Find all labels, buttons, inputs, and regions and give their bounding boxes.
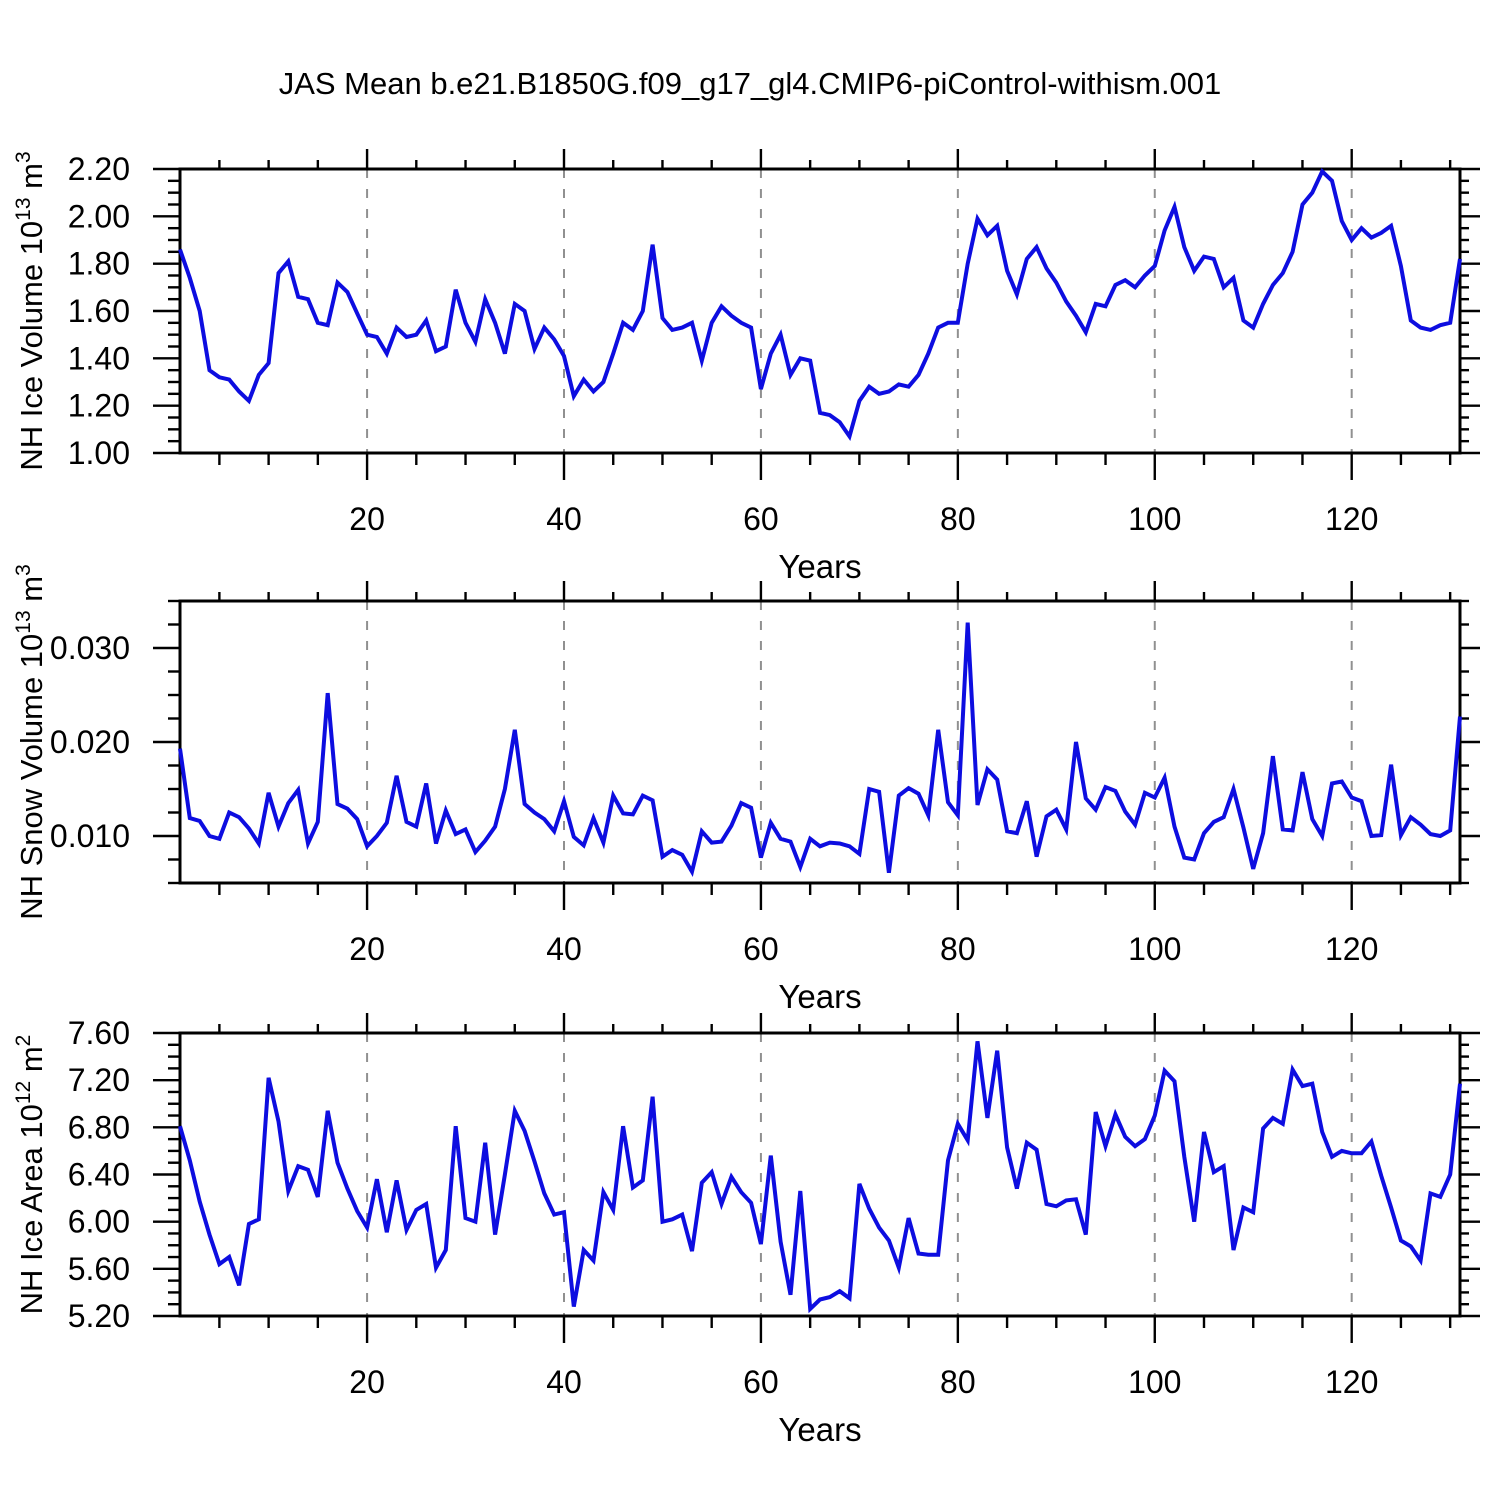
plot-frame [178,167,1462,455]
x-tick-label: 60 [743,501,779,537]
x-tick-labels: 20 40 60 80 100 120 [349,1364,1378,1400]
y-axis-title: NH Ice Volume 1013​ m3​ [12,151,49,470]
series-line-ice-volume [178,168,1462,442]
y-tick-label: 2.20 [68,151,130,187]
y-axis-title: NH Ice Area 1012​ m2​ [12,1035,49,1315]
x-tick-label: 80 [940,1364,976,1400]
x-tick-label: 100 [1128,501,1181,537]
x-tick-label: 20 [349,931,385,967]
x-tick-label: 60 [743,931,779,967]
x-tick-label: 100 [1128,931,1181,967]
panel-ice-volume: 20 40 60 80 100 120 Years 1.00 1.20 1.40 1.60 1.80 2… [12,149,1480,585]
x-tick-label: 60 [743,1364,779,1400]
x-tick-label: 40 [546,931,582,967]
x-tick-label: 120 [1325,501,1378,537]
y-tick-labels: 0.010 0.020 0.030 [50,630,130,854]
y-tick-label: 6.00 [68,1204,130,1240]
x-tick-label: 80 [940,501,976,537]
ticks-ice-area [153,1013,1480,1343]
x-tick-label: 40 [546,1364,582,1400]
y-tick-label: 2.00 [68,198,130,234]
y-tick-label: 7.20 [68,1062,130,1098]
y-axis-title: NH Snow Volume 1013​ m3​ [12,564,49,920]
gridlines-ice-area [366,1033,1353,1316]
y-tick-labels: 5.20 5.60 6.00 6.40 6.80 7.20 7.60 [68,1015,130,1334]
x-tick-label: 120 [1325,931,1378,967]
y-tick-label: 7.60 [68,1015,130,1051]
gridlines-snow-volume [366,601,1353,883]
ticks-snow-volume [153,581,1480,910]
plot-frame [178,599,1462,885]
y-tick-label: 5.20 [68,1298,130,1334]
y-tick-label: 0.010 [50,818,130,854]
y-tick-label: 0.020 [50,724,130,760]
y-tick-label: 6.40 [68,1157,130,1193]
y-tick-label: 0.030 [50,630,130,666]
x-tick-label: 100 [1128,1364,1181,1400]
y-tick-label: 6.80 [68,1109,130,1145]
y-tick-label: 1.60 [68,293,130,329]
x-axis-title: Years [778,1411,861,1448]
y-tick-labels: 1.00 1.20 1.40 1.60 1.80 2.00 2.20 [68,151,130,471]
x-tick-labels: 20 40 60 80 100 120 [349,501,1378,537]
y-tick-label: 5.60 [68,1251,130,1287]
y-tick-label: 1.80 [68,246,130,282]
x-axis-title: Years [778,978,861,1015]
y-tick-label: 1.20 [68,388,130,424]
y-tick-label: 1.00 [68,435,130,471]
y-tick-label: 1.40 [68,340,130,376]
x-tick-labels: 20 40 60 80 100 120 [349,931,1378,967]
x-tick-label: 40 [546,501,582,537]
x-tick-label: 120 [1325,1364,1378,1400]
series-line-ice-area [178,1041,1462,1314]
series-line-snow-volume [178,622,1462,878]
x-tick-label: 20 [349,501,385,537]
ticks-ice-volume [153,149,1480,480]
x-tick-label: 80 [940,931,976,967]
panel-ice-area: 20 40 60 80 100 120 Years 5.20 5.60 6.00 6.40 6.80 7… [12,1013,1480,1448]
plot-frame [178,1031,1462,1318]
x-tick-label: 20 [349,1364,385,1400]
x-axis-title: Years [778,548,861,585]
figure-title: JAS Mean b.e21.B1850G.f09_g17_gl4.CMIP6-… [278,66,1222,101]
